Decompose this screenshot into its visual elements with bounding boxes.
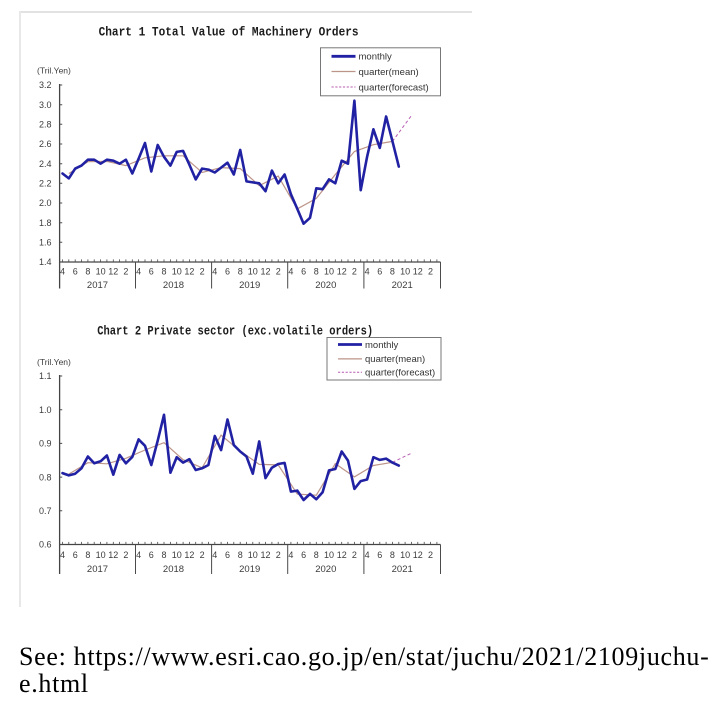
svg-text:8: 8 <box>314 267 319 277</box>
svg-text:6: 6 <box>301 267 306 277</box>
svg-text:3.2: 3.2 <box>39 80 52 90</box>
svg-text:2017: 2017 <box>87 564 108 575</box>
svg-text:(Tril.Yen): (Tril.Yen) <box>37 66 71 76</box>
svg-text:Chart 2 Private sector (exc.vo: Chart 2 Private sector (exc.volatile ord… <box>97 324 373 338</box>
svg-text:12: 12 <box>260 550 270 560</box>
svg-text:quarter(forecast): quarter(forecast) <box>359 82 429 93</box>
svg-text:2018: 2018 <box>163 280 184 291</box>
svg-text:monthly: monthly <box>365 340 399 351</box>
svg-text:0.7: 0.7 <box>39 506 52 516</box>
svg-text:0.6: 0.6 <box>39 540 52 550</box>
svg-text:10: 10 <box>96 267 106 277</box>
svg-text:(Tril.Yen): (Tril.Yen) <box>37 357 71 367</box>
svg-text:2: 2 <box>200 267 205 277</box>
svg-text:4: 4 <box>212 267 217 277</box>
svg-text:2.6: 2.6 <box>39 139 52 149</box>
svg-text:2: 2 <box>123 267 128 277</box>
svg-text:12: 12 <box>260 267 270 277</box>
svg-text:4: 4 <box>288 267 293 277</box>
svg-text:8: 8 <box>85 550 90 560</box>
svg-text:10: 10 <box>248 267 258 277</box>
svg-text:2: 2 <box>123 550 128 560</box>
svg-text:2: 2 <box>200 550 205 560</box>
svg-text:4: 4 <box>288 550 293 560</box>
svg-text:monthly: monthly <box>359 52 393 63</box>
svg-text:2.0: 2.0 <box>39 198 52 208</box>
svg-text:2: 2 <box>276 267 281 277</box>
svg-text:0.9: 0.9 <box>39 439 52 449</box>
svg-text:4: 4 <box>60 267 65 277</box>
svg-text:4: 4 <box>136 267 141 277</box>
svg-text:6: 6 <box>73 267 78 277</box>
svg-text:12: 12 <box>413 550 423 560</box>
svg-text:quarter(forecast): quarter(forecast) <box>365 368 435 379</box>
svg-text:6: 6 <box>225 267 230 277</box>
svg-text:2.4: 2.4 <box>39 159 52 169</box>
svg-text:12: 12 <box>337 267 347 277</box>
svg-text:1.8: 1.8 <box>39 218 52 228</box>
svg-text:1.0: 1.0 <box>39 405 52 415</box>
svg-text:0.8: 0.8 <box>39 472 52 482</box>
svg-text:2018: 2018 <box>163 564 184 575</box>
svg-text:8: 8 <box>161 267 166 277</box>
svg-text:12: 12 <box>184 550 194 560</box>
svg-text:10: 10 <box>324 267 334 277</box>
svg-text:2: 2 <box>428 267 433 277</box>
svg-text:4: 4 <box>136 550 141 560</box>
svg-text:6: 6 <box>301 550 306 560</box>
svg-text:2.8: 2.8 <box>39 120 52 130</box>
svg-text:8: 8 <box>85 267 90 277</box>
svg-text:6: 6 <box>73 550 78 560</box>
svg-text:Chart 1 Total Value of Machine: Chart 1 Total Value of Machinery Orders <box>99 25 359 40</box>
svg-text:4: 4 <box>365 550 370 560</box>
svg-text:6: 6 <box>225 550 230 560</box>
svg-text:4: 4 <box>60 550 65 560</box>
svg-text:6: 6 <box>149 550 154 560</box>
svg-text:2: 2 <box>276 550 281 560</box>
svg-text:8: 8 <box>390 550 395 560</box>
svg-text:6: 6 <box>377 550 382 560</box>
svg-text:12: 12 <box>413 267 423 277</box>
svg-text:quarter(mean): quarter(mean) <box>365 354 425 365</box>
svg-text:1.4: 1.4 <box>39 257 52 267</box>
svg-text:4: 4 <box>365 267 370 277</box>
svg-text:10: 10 <box>172 267 182 277</box>
svg-text:8: 8 <box>314 550 319 560</box>
svg-text:12: 12 <box>184 267 194 277</box>
svg-text:10: 10 <box>400 550 410 560</box>
svg-text:3.0: 3.0 <box>39 100 52 110</box>
svg-text:1.1: 1.1 <box>39 371 52 381</box>
svg-text:8: 8 <box>390 267 395 277</box>
svg-text:2020: 2020 <box>315 280 336 291</box>
svg-text:8: 8 <box>161 550 166 560</box>
svg-text:10: 10 <box>324 550 334 560</box>
svg-text:2021: 2021 <box>392 564 413 575</box>
svg-text:4: 4 <box>212 550 217 560</box>
svg-text:quarter(mean): quarter(mean) <box>359 67 419 78</box>
svg-text:2021: 2021 <box>392 280 413 291</box>
svg-text:10: 10 <box>248 550 258 560</box>
svg-text:10: 10 <box>96 550 106 560</box>
svg-text:6: 6 <box>149 267 154 277</box>
svg-text:10: 10 <box>172 550 182 560</box>
svg-text:8: 8 <box>238 550 243 560</box>
svg-text:12: 12 <box>337 550 347 560</box>
svg-text:6: 6 <box>377 267 382 277</box>
svg-text:2: 2 <box>352 267 357 277</box>
svg-text:2: 2 <box>428 550 433 560</box>
svg-text:2017: 2017 <box>87 280 108 291</box>
svg-text:12: 12 <box>108 550 118 560</box>
svg-text:2: 2 <box>352 550 357 560</box>
svg-text:1.6: 1.6 <box>39 238 52 248</box>
svg-text:10: 10 <box>400 267 410 277</box>
svg-text:8: 8 <box>238 267 243 277</box>
svg-text:12: 12 <box>108 267 118 277</box>
svg-text:2.2: 2.2 <box>39 179 52 189</box>
svg-text:2020: 2020 <box>315 564 336 575</box>
svg-text:2019: 2019 <box>239 280 260 291</box>
svg-text:2019: 2019 <box>239 564 260 575</box>
